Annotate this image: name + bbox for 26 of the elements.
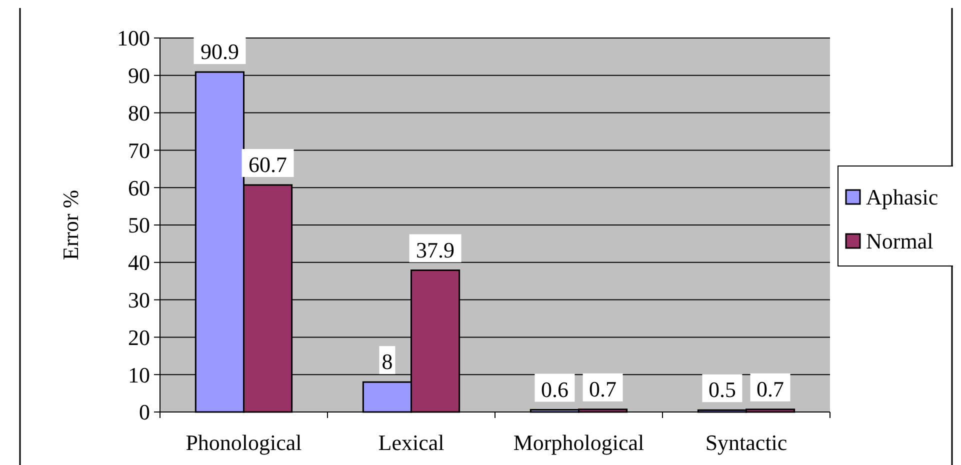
y-tick-label: 40 xyxy=(128,250,150,276)
y-tick-label: 100 xyxy=(117,26,150,51)
y-axis-title: Error % xyxy=(58,190,83,260)
data-label: 0.7 xyxy=(756,376,784,402)
y-tick-label: 20 xyxy=(128,324,150,350)
data-label: 0.7 xyxy=(589,376,617,402)
y-tick-label: 90 xyxy=(128,63,150,88)
data-label: 37.9 xyxy=(416,237,455,262)
x-tick-label: Phonological xyxy=(186,430,302,455)
data-label: 90.9 xyxy=(200,39,239,64)
y-tick-label: 0 xyxy=(139,400,150,425)
y-tick-label: 10 xyxy=(128,362,150,388)
legend-label: Aphasic xyxy=(866,184,938,210)
legend-label: Normal xyxy=(866,228,934,254)
y-tick-label: 70 xyxy=(128,138,150,163)
y-tick-label: 30 xyxy=(128,288,150,312)
data-label: 8 xyxy=(382,349,393,374)
y-tick-label: 60 xyxy=(128,175,150,200)
data-label: 0.5 xyxy=(708,377,736,402)
y-tick-label: 80 xyxy=(128,100,150,126)
x-tick-label: Syntactic xyxy=(705,430,788,455)
data-label: 0.6 xyxy=(540,376,568,402)
data-label: 60.7 xyxy=(248,152,288,177)
x-tick-label: Morphological xyxy=(513,430,644,455)
x-tick-label: Lexical xyxy=(378,430,444,455)
y-tick-label: 50 xyxy=(128,212,150,238)
